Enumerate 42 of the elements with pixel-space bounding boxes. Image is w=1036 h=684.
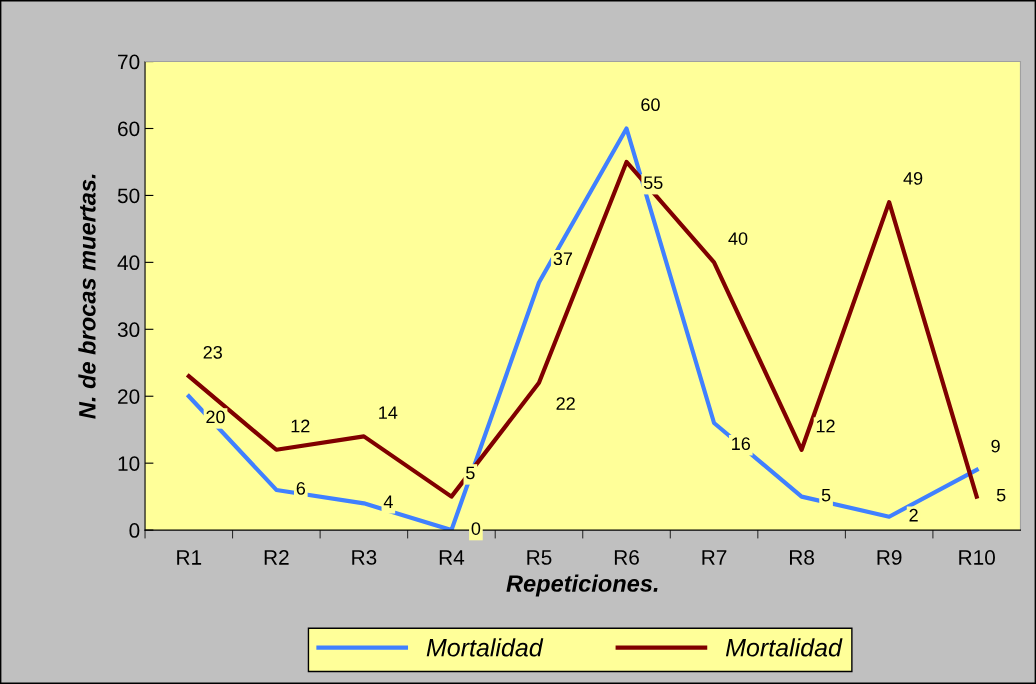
data-label: 60: [641, 98, 660, 112]
x-tick-label: R6: [614, 550, 639, 565]
legend-label: Mortalidad: [725, 638, 843, 657]
y-tick-label: 50: [117, 188, 140, 204]
y-tick-label: 10: [118, 456, 140, 471]
data-label: 16: [732, 437, 751, 451]
data-label: 55: [643, 176, 663, 190]
data-label: 6: [296, 482, 306, 495]
data-label: 4: [383, 495, 393, 508]
data-label: 2: [909, 508, 918, 522]
x-tick-label: R4: [439, 550, 465, 565]
data-label: 49: [903, 171, 923, 185]
data-label: 40: [728, 232, 748, 245]
x-tick-label: R5: [527, 550, 552, 565]
x-tick-label: R9: [877, 550, 902, 565]
data-label: 5: [466, 466, 475, 480]
data-label: 37: [553, 252, 573, 266]
data-label: 5: [821, 488, 831, 502]
data-label: 9: [991, 439, 1000, 453]
x-tick-label: R7: [702, 550, 727, 565]
x-tick-label: R8: [790, 550, 815, 565]
y-tick-label: 0: [129, 523, 140, 538]
y-tick-label: 40: [117, 255, 140, 271]
x-tick-label: R2: [264, 550, 289, 565]
data-label: 23: [203, 345, 222, 359]
x-tick-label: R3: [352, 550, 377, 565]
data-label: 5: [996, 488, 1006, 502]
data-label: 14: [379, 406, 398, 419]
data-label: 0: [471, 522, 481, 535]
legend-label: Mortalidad: [426, 638, 544, 657]
y-tick-label: 70: [118, 54, 140, 70]
y-tick-label: 20: [118, 389, 140, 404]
x-tick-label: R1: [177, 550, 202, 565]
x-tick-label: R10: [959, 550, 995, 565]
data-label: 12: [816, 419, 835, 433]
y-tick-label: 60: [118, 121, 140, 137]
y-axis-title: N. de brocas muertas.: [78, 174, 96, 419]
data-label: 12: [291, 419, 310, 433]
x-axis-title: Repeticiones.: [506, 574, 658, 597]
data-label: 20: [206, 410, 225, 424]
data-label: 22: [556, 397, 575, 410]
y-tick-label: 30: [117, 322, 140, 338]
